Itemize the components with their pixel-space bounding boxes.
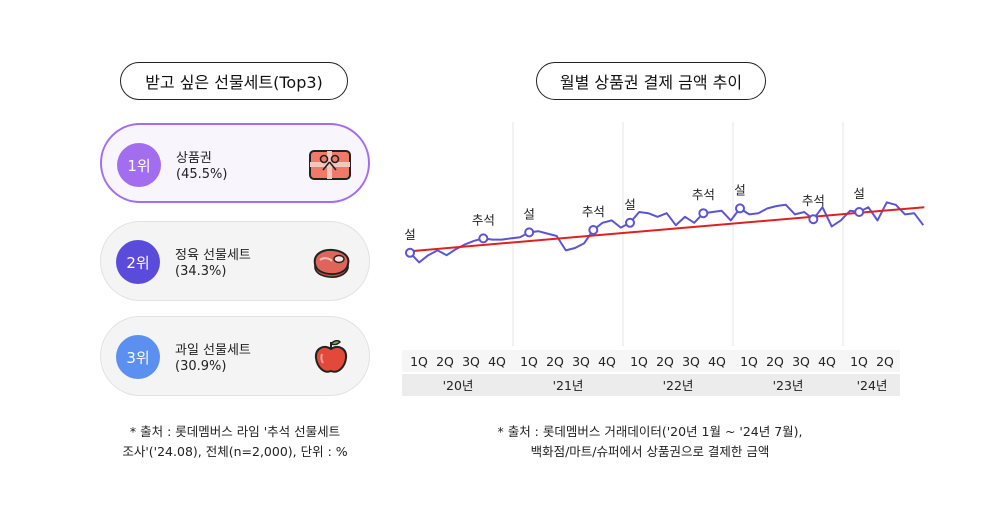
rank-name-3: 과일 선물세트 xyxy=(175,343,251,358)
year-tick-label: '23년 xyxy=(773,378,804,393)
quarter-tick-label: 1Q xyxy=(850,354,868,369)
year-band xyxy=(402,374,900,396)
year-tick-label: '21년 xyxy=(553,378,584,393)
quarter-tick-label: 1Q xyxy=(520,354,538,369)
holiday-label: 설 xyxy=(624,197,636,212)
quarter-tick-label: 2Q xyxy=(656,354,674,369)
holiday-marker xyxy=(698,208,709,219)
quarter-tick-label: 4Q xyxy=(708,354,726,369)
quarter-tick-label: 1Q xyxy=(630,354,648,369)
right-footnote-line1: * 출처 : 롯데멤버스 거래데이터('20년 1월 ~ '24년 7월), xyxy=(497,424,803,439)
top3-gift-title: 받고 싶은 선물세트(Top3) xyxy=(120,62,348,100)
quarter-tick-label: 2Q xyxy=(876,354,894,369)
holiday-label: 설 xyxy=(523,206,535,221)
quarter-tick-label: 4Q xyxy=(488,354,506,369)
rank-name-2: 정육 선물세트 xyxy=(175,248,251,263)
holiday-marker xyxy=(854,207,865,217)
holiday-marker xyxy=(524,227,535,238)
holiday-label: 설 xyxy=(734,182,746,197)
rank-pct-3: (30.9%) xyxy=(175,359,227,374)
meat-icon xyxy=(313,248,350,278)
quarter-tick-label: 1Q xyxy=(410,354,428,369)
rank-name-1: 상품권 xyxy=(176,151,212,166)
quarter-tick-label: 2Q xyxy=(546,354,564,369)
year-tick-label: '22년 xyxy=(663,378,694,393)
chart-title-text: 월별 상품권 결제 금액 추이 xyxy=(559,73,743,92)
quarter-tick-label: 3Q xyxy=(682,354,700,369)
holiday-label: 설 xyxy=(853,186,865,201)
rank-badge-3: 3위 xyxy=(116,335,160,379)
rank-pct-1: (45.5%) xyxy=(176,167,228,182)
apple-icon xyxy=(314,339,348,373)
holiday-label: 추석 xyxy=(472,212,495,227)
quarter-tick-label: 4Q xyxy=(818,354,836,369)
year-tick-label: '24년 xyxy=(857,378,888,393)
holiday-label: 추석 xyxy=(802,193,825,208)
holiday-marker xyxy=(478,233,489,244)
quarter-tick-label: 3Q xyxy=(792,354,810,369)
left-footnote: * 출처 : 롯데멤버스 라임 '추석 선물세트 조사'('24.08), 전체… xyxy=(100,422,370,462)
holiday-label: 설 xyxy=(404,227,416,242)
rank-card-1: 1위 상품권 (45.5%) xyxy=(100,123,370,203)
quarter-tick-label: 4Q xyxy=(598,354,616,369)
holiday-marker xyxy=(808,214,819,225)
right-footnote-line2: 백화점/마트/슈퍼에서 상품권으로 결제한 금액 xyxy=(530,444,770,459)
chart-title: 월별 상품권 결제 금액 추이 xyxy=(536,62,766,100)
year-tick-label: '20년 xyxy=(443,378,474,393)
rank-pct-2: (34.3%) xyxy=(175,264,227,279)
series-line xyxy=(409,201,925,264)
quarter-tick-label: 1Q xyxy=(740,354,758,369)
left-footnote-line1: * 출처 : 롯데멤버스 라임 '추석 선물세트 xyxy=(129,424,341,439)
rank-card-2: 2위 정육 선물세트 (34.3%) xyxy=(100,221,370,301)
top3-gift-title-text: 받고 싶은 선물세트(Top3) xyxy=(145,73,323,92)
left-footnote-line2: 조사'('24.08), 전체(n=2,000), 단위 : % xyxy=(122,444,348,459)
holiday-marker xyxy=(405,247,415,258)
holiday-label: 추석 xyxy=(582,204,605,219)
gift-card-icon xyxy=(309,150,351,180)
holiday-marker xyxy=(735,203,745,214)
holiday-marker xyxy=(588,225,599,235)
holiday-marker xyxy=(625,217,635,228)
quarter-tick-label: 2Q xyxy=(436,354,454,369)
rank-badge-2: 2위 xyxy=(116,240,160,284)
holiday-label: 추석 xyxy=(692,187,715,202)
quarter-tick-label: 3Q xyxy=(462,354,480,369)
quarter-band xyxy=(402,350,900,372)
right-footnote: * 출처 : 롯데멤버스 거래데이터('20년 1월 ~ '24년 7월), 백… xyxy=(440,422,860,462)
quarter-tick-label: 2Q xyxy=(766,354,784,369)
quarter-tick-label: 3Q xyxy=(572,354,590,369)
rank-badge-1: 1위 xyxy=(117,143,161,187)
rank-card-3: 3위 과일 선물세트 (30.9%) xyxy=(100,316,370,396)
trend-line xyxy=(405,206,925,253)
